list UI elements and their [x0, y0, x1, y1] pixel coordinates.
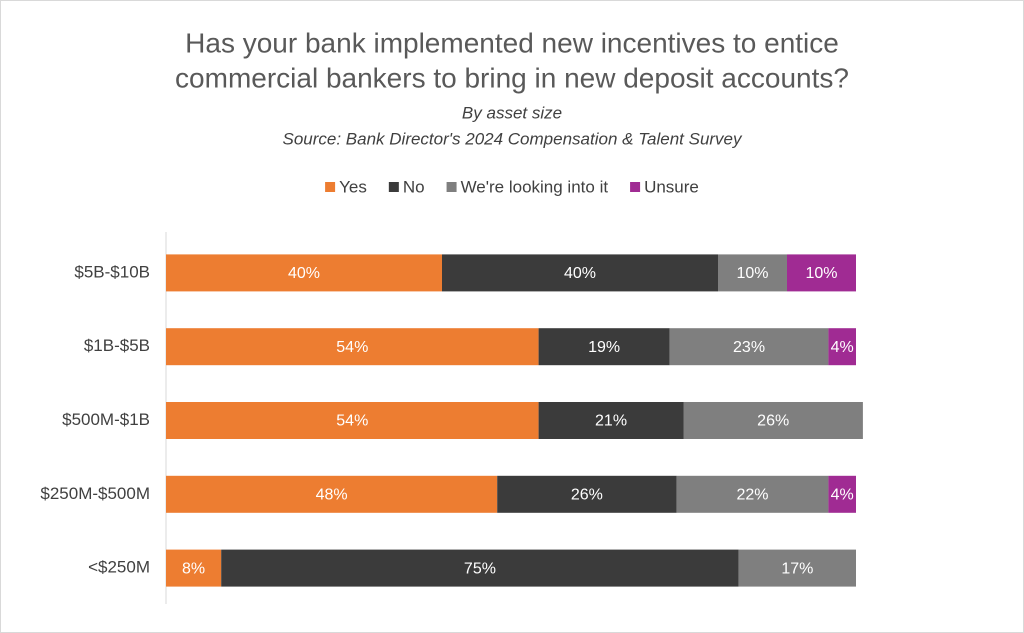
bar-segment — [683, 402, 863, 439]
bar-segment — [718, 254, 787, 292]
data-label: 26% — [571, 487, 603, 504]
bar-segment — [669, 328, 829, 366]
bar-segment — [166, 328, 539, 366]
bar-segment — [497, 475, 677, 513]
legend-swatch — [446, 182, 457, 192]
bar-segment — [828, 475, 856, 513]
legend-label: Unsure — [644, 177, 699, 196]
bar-segment — [538, 402, 684, 439]
data-label: 4% — [831, 487, 854, 504]
chart-title: commercial bankers to bring in new depos… — [175, 62, 849, 93]
bar-segment — [221, 549, 739, 587]
bar-segment — [738, 549, 856, 587]
bar-segment — [166, 475, 498, 513]
legend-swatch — [325, 182, 336, 192]
chart-source: Source: Bank Director's 2024 Compensatio… — [282, 129, 743, 148]
bar-segment — [676, 475, 829, 513]
data-label: 54% — [336, 413, 368, 430]
data-label: 26% — [757, 413, 789, 430]
bar-segment — [538, 328, 670, 366]
data-label: 22% — [736, 487, 768, 504]
legend-swatch — [388, 182, 399, 192]
data-label: 23% — [733, 339, 765, 356]
legend-label: Yes — [339, 177, 367, 196]
y-tick-label: $500M-$1B — [62, 410, 150, 429]
y-tick-label: $250M-$500M — [40, 484, 150, 503]
data-label: 4% — [831, 339, 854, 356]
data-label: 17% — [781, 560, 813, 577]
bar-segment — [166, 254, 442, 292]
data-label: 48% — [316, 487, 348, 504]
data-label: 40% — [288, 265, 320, 282]
data-label: 10% — [805, 265, 837, 282]
bar-segment — [166, 549, 222, 587]
legend-swatch — [630, 182, 641, 192]
bar-segment — [166, 402, 539, 439]
legend-label: We're looking into it — [461, 177, 609, 196]
data-label: 10% — [736, 265, 768, 282]
legend-label: No — [403, 177, 425, 196]
data-label: 8% — [182, 560, 205, 577]
data-label: 40% — [564, 265, 596, 282]
chart-subtitle: By asset size — [462, 103, 562, 122]
data-label: 54% — [336, 339, 368, 356]
bar-segment — [442, 254, 718, 292]
bar-segment — [787, 254, 856, 292]
data-label: 75% — [464, 560, 496, 577]
y-tick-label: <$250M — [88, 558, 150, 577]
data-label: 21% — [595, 413, 627, 430]
y-tick-label: $5B-$10B — [74, 262, 150, 281]
bar-segment — [828, 328, 856, 366]
y-tick-label: $1B-$5B — [84, 336, 150, 355]
data-label: 19% — [588, 339, 620, 356]
chart-title: Has your bank implemented new incentives… — [185, 27, 839, 58]
